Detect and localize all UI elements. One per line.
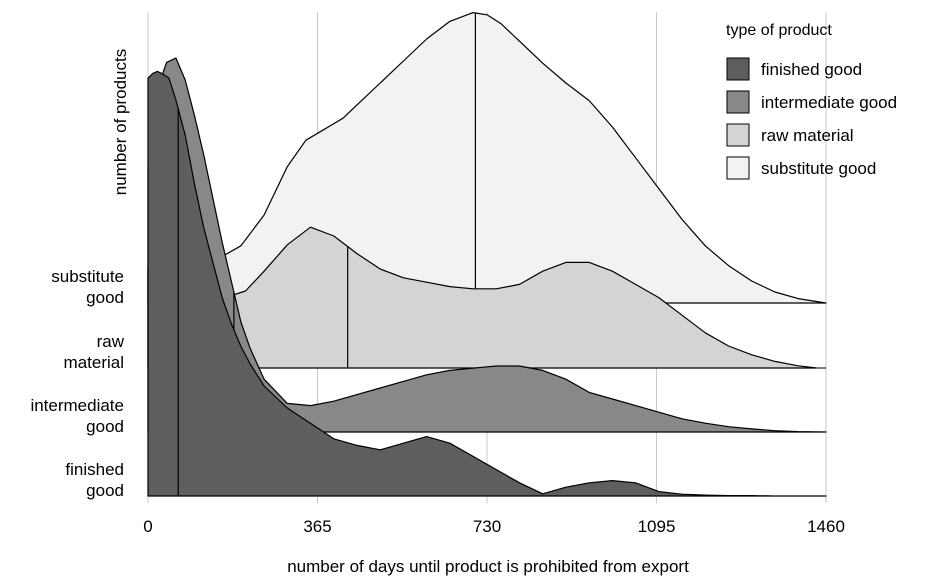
category-labels: finished good intermediate good raw material s… [30, 267, 124, 500]
density-area-substitute-good [147, 12, 827, 304]
ridge-finished-good [147, 70, 827, 497]
category-label-raw-material: raw material [64, 332, 125, 372]
ridge-substitute-good [147, 12, 827, 304]
density-area-finished-good [147, 70, 827, 497]
legend-label-raw-material: raw material [761, 126, 854, 145]
ridges [147, 12, 827, 497]
legend-title: type of product [726, 22, 832, 39]
x-tick-label-730: 730 [473, 517, 501, 536]
x-tick-label-365: 365 [303, 517, 331, 536]
legend-swatch-substitute-good [726, 156, 750, 180]
category-label-intermediate-good: intermediate good [30, 396, 124, 436]
legend-swatch-finished-good [726, 57, 750, 81]
y-axis-title: number of products [111, 49, 130, 195]
x-tick-label-0: 0 [143, 517, 152, 536]
legend-swatch-intermediate-good [726, 90, 750, 114]
category-label-substitute-good: substitute good [51, 267, 124, 307]
x-axis-title: number of days until product is prohibit… [287, 557, 689, 576]
x-tick-label-1460: 1460 [807, 517, 845, 536]
x-tick-labels: 0 365 730 1095 1460 [143, 517, 845, 536]
legend-swatch-raw-material [726, 123, 750, 147]
legend-label-intermediate-good: intermediate good [761, 93, 897, 112]
category-label-finished-good: finished good [65, 460, 124, 500]
legend-label-substitute-good: substitute good [761, 159, 876, 178]
legend-label-finished-good: finished good [761, 60, 862, 79]
x-tick-label-1095: 1095 [638, 517, 676, 536]
legend: type of product finished good intermediat… [726, 22, 897, 180]
